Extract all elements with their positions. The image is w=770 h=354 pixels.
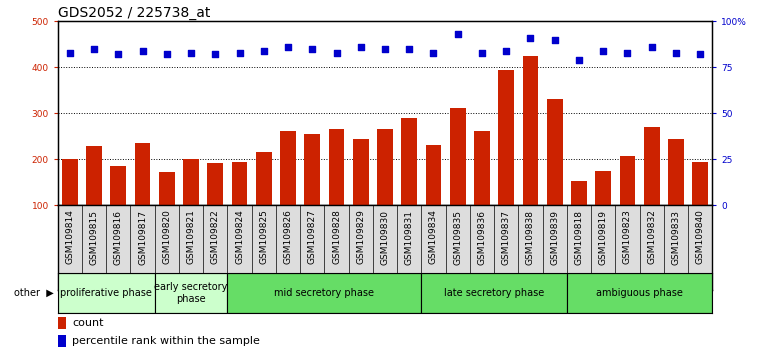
Text: GSM109822: GSM109822 <box>211 210 219 264</box>
Text: GSM109815: GSM109815 <box>89 210 99 264</box>
Text: mid secretory phase: mid secretory phase <box>274 288 374 298</box>
Text: GSM109816: GSM109816 <box>114 210 123 264</box>
Bar <box>256 152 272 251</box>
Text: percentile rank within the sample: percentile rank within the sample <box>72 336 260 346</box>
Bar <box>227 273 421 313</box>
Text: GSM109838: GSM109838 <box>526 210 535 264</box>
Bar <box>62 159 78 251</box>
Point <box>403 46 415 52</box>
Bar <box>58 317 65 329</box>
Point <box>451 31 464 37</box>
Text: GSM109837: GSM109837 <box>502 210 511 264</box>
Point <box>548 37 561 42</box>
Point <box>233 50 246 55</box>
Point <box>427 50 440 55</box>
Point <box>524 35 537 41</box>
Point <box>500 48 512 53</box>
Point <box>694 52 706 57</box>
Text: GSM109829: GSM109829 <box>357 210 365 264</box>
Bar <box>668 139 684 251</box>
Text: other  ▶: other ▶ <box>14 288 54 298</box>
Text: GSM109835: GSM109835 <box>454 210 462 264</box>
Point <box>306 46 319 52</box>
Text: proliferative phase: proliferative phase <box>60 288 152 298</box>
Text: GSM109817: GSM109817 <box>138 210 147 264</box>
Text: GSM109825: GSM109825 <box>259 210 268 264</box>
Bar <box>474 131 490 251</box>
Point <box>645 44 658 50</box>
Point <box>161 52 173 57</box>
Bar <box>567 273 712 313</box>
Bar <box>280 131 296 251</box>
Point <box>258 48 270 53</box>
Bar <box>692 161 708 251</box>
Point <box>112 52 125 57</box>
Bar <box>110 166 126 251</box>
Point <box>209 52 222 57</box>
Bar <box>571 181 587 251</box>
Point <box>573 57 585 63</box>
Bar <box>421 273 567 313</box>
Bar <box>304 134 320 251</box>
Bar <box>547 99 563 251</box>
Text: early secretory
phase: early secretory phase <box>155 282 228 304</box>
Bar <box>159 172 175 251</box>
Text: GSM109830: GSM109830 <box>380 210 390 264</box>
Bar <box>207 163 223 251</box>
Point <box>88 46 100 52</box>
Bar <box>58 335 65 347</box>
Text: GSM109819: GSM109819 <box>598 210 608 264</box>
Text: GSM109814: GSM109814 <box>65 210 75 264</box>
Bar <box>595 171 611 251</box>
Bar <box>58 273 155 313</box>
Bar <box>426 144 441 251</box>
Bar <box>620 156 635 251</box>
Bar <box>232 161 247 251</box>
Text: GSM109836: GSM109836 <box>477 210 487 264</box>
Bar <box>498 70 514 251</box>
Text: GSM109839: GSM109839 <box>551 210 559 264</box>
Text: GSM109820: GSM109820 <box>162 210 172 264</box>
Bar <box>377 130 393 251</box>
Text: GSM109826: GSM109826 <box>283 210 293 264</box>
Text: GSM109840: GSM109840 <box>695 210 705 264</box>
Bar <box>135 143 150 251</box>
Point <box>670 50 682 55</box>
Bar <box>450 108 466 251</box>
Point <box>64 50 76 55</box>
Bar <box>86 147 102 251</box>
Bar <box>183 159 199 251</box>
Text: GSM109821: GSM109821 <box>186 210 196 264</box>
Text: ambiguous phase: ambiguous phase <box>596 288 683 298</box>
Text: GSM109831: GSM109831 <box>405 210 413 264</box>
Text: GSM109834: GSM109834 <box>429 210 438 264</box>
Point <box>597 48 609 53</box>
Text: GSM109824: GSM109824 <box>235 210 244 264</box>
Bar <box>329 130 344 251</box>
Point <box>185 50 197 55</box>
Text: GSM109827: GSM109827 <box>308 210 316 264</box>
Text: GSM109818: GSM109818 <box>574 210 584 264</box>
Bar <box>401 118 417 251</box>
Point <box>476 50 488 55</box>
Text: GSM109828: GSM109828 <box>332 210 341 264</box>
Bar <box>155 273 227 313</box>
Point <box>621 50 634 55</box>
Bar <box>353 139 369 251</box>
Point <box>355 44 367 50</box>
Point <box>136 48 149 53</box>
Point <box>379 46 391 52</box>
Text: late secretory phase: late secretory phase <box>444 288 544 298</box>
Text: count: count <box>72 318 104 328</box>
Bar <box>523 56 538 251</box>
Bar <box>644 127 660 251</box>
Text: GSM109832: GSM109832 <box>647 210 656 264</box>
Point <box>282 44 294 50</box>
Text: GDS2052 / 225738_at: GDS2052 / 225738_at <box>58 6 210 20</box>
Text: GSM109833: GSM109833 <box>671 210 681 264</box>
Text: GSM109823: GSM109823 <box>623 210 632 264</box>
Point <box>330 50 343 55</box>
